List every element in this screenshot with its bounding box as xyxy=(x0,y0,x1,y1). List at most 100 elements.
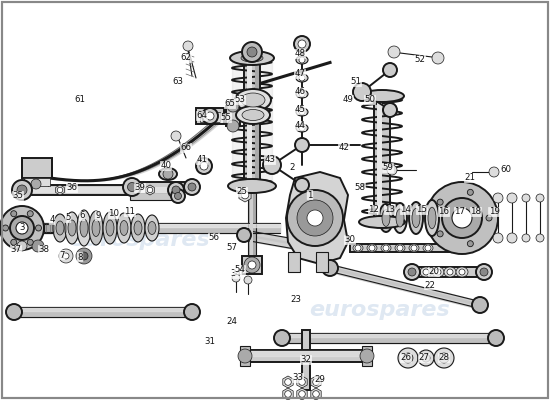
Circle shape xyxy=(11,239,16,245)
Circle shape xyxy=(298,40,306,48)
Text: 2: 2 xyxy=(289,164,295,172)
Text: eurospares: eurospares xyxy=(310,300,450,320)
Ellipse shape xyxy=(159,168,177,180)
Circle shape xyxy=(242,42,262,62)
Ellipse shape xyxy=(241,54,263,62)
Polygon shape xyxy=(297,388,307,400)
Ellipse shape xyxy=(53,214,67,242)
Bar xyxy=(250,186,253,259)
Bar xyxy=(130,192,180,200)
Circle shape xyxy=(468,189,474,195)
Circle shape xyxy=(295,138,309,152)
Text: 66: 66 xyxy=(180,144,191,152)
Bar xyxy=(240,346,250,366)
Circle shape xyxy=(536,194,544,202)
Text: 34: 34 xyxy=(230,270,241,278)
Circle shape xyxy=(244,276,252,284)
Circle shape xyxy=(299,57,305,63)
Circle shape xyxy=(489,167,499,177)
Circle shape xyxy=(147,187,153,193)
Text: 12: 12 xyxy=(368,206,379,214)
Circle shape xyxy=(36,225,41,231)
Bar xyxy=(374,100,390,218)
Ellipse shape xyxy=(360,90,404,102)
Circle shape xyxy=(206,112,214,120)
Circle shape xyxy=(200,162,208,170)
Polygon shape xyxy=(311,388,321,400)
Circle shape xyxy=(403,353,413,363)
Circle shape xyxy=(295,178,309,192)
Text: 14: 14 xyxy=(400,206,411,214)
Circle shape xyxy=(227,120,239,132)
Text: 53: 53 xyxy=(234,96,245,104)
Text: 43: 43 xyxy=(265,156,276,164)
Circle shape xyxy=(493,193,503,203)
Circle shape xyxy=(168,182,184,198)
Ellipse shape xyxy=(409,244,419,252)
Text: 56: 56 xyxy=(208,234,219,242)
Text: 65: 65 xyxy=(224,100,235,108)
Circle shape xyxy=(76,248,92,264)
Text: 11: 11 xyxy=(124,208,135,216)
Text: 30: 30 xyxy=(344,236,355,244)
Ellipse shape xyxy=(423,244,433,252)
Text: 6: 6 xyxy=(79,212,85,220)
Circle shape xyxy=(397,245,403,251)
Circle shape xyxy=(486,215,492,221)
Text: 63: 63 xyxy=(173,78,184,86)
Circle shape xyxy=(404,264,420,280)
Text: 40: 40 xyxy=(161,162,172,170)
Circle shape xyxy=(188,183,196,191)
Text: 13: 13 xyxy=(384,206,395,214)
Ellipse shape xyxy=(92,220,100,236)
Bar xyxy=(247,64,252,188)
Circle shape xyxy=(28,239,33,245)
Text: 44: 44 xyxy=(294,122,305,130)
Ellipse shape xyxy=(393,203,407,233)
Text: 61: 61 xyxy=(74,96,85,104)
Ellipse shape xyxy=(296,90,308,98)
Ellipse shape xyxy=(89,211,103,245)
Polygon shape xyxy=(311,376,321,388)
Bar xyxy=(22,158,52,178)
Circle shape xyxy=(241,191,249,199)
Circle shape xyxy=(17,185,27,195)
Ellipse shape xyxy=(228,179,276,193)
Text: 33: 33 xyxy=(293,374,304,382)
Text: 17: 17 xyxy=(454,208,465,216)
Ellipse shape xyxy=(120,220,128,236)
Bar xyxy=(24,178,50,186)
Text: 31: 31 xyxy=(205,338,216,346)
Bar xyxy=(226,106,240,126)
Circle shape xyxy=(16,222,28,234)
Circle shape xyxy=(263,156,281,174)
Text: 1: 1 xyxy=(307,190,313,200)
Ellipse shape xyxy=(296,108,308,116)
Circle shape xyxy=(174,192,182,200)
Circle shape xyxy=(423,269,429,275)
Circle shape xyxy=(468,241,474,247)
Circle shape xyxy=(238,349,252,363)
Ellipse shape xyxy=(296,124,308,132)
Bar xyxy=(196,108,224,124)
Circle shape xyxy=(398,348,418,368)
Text: 60: 60 xyxy=(500,166,512,174)
Circle shape xyxy=(294,36,310,52)
Circle shape xyxy=(388,46,400,58)
Circle shape xyxy=(227,100,239,112)
Ellipse shape xyxy=(236,106,270,124)
Bar xyxy=(408,267,488,277)
Text: 59: 59 xyxy=(383,164,393,172)
Circle shape xyxy=(439,353,449,363)
Circle shape xyxy=(476,264,492,280)
Text: 23: 23 xyxy=(290,296,301,304)
Ellipse shape xyxy=(242,110,264,120)
Text: 3: 3 xyxy=(19,224,25,232)
Circle shape xyxy=(387,165,397,175)
Circle shape xyxy=(353,83,371,101)
Text: 46: 46 xyxy=(294,88,305,96)
Text: 45: 45 xyxy=(294,106,305,114)
Circle shape xyxy=(411,245,417,251)
Circle shape xyxy=(196,158,212,174)
Circle shape xyxy=(522,234,530,242)
